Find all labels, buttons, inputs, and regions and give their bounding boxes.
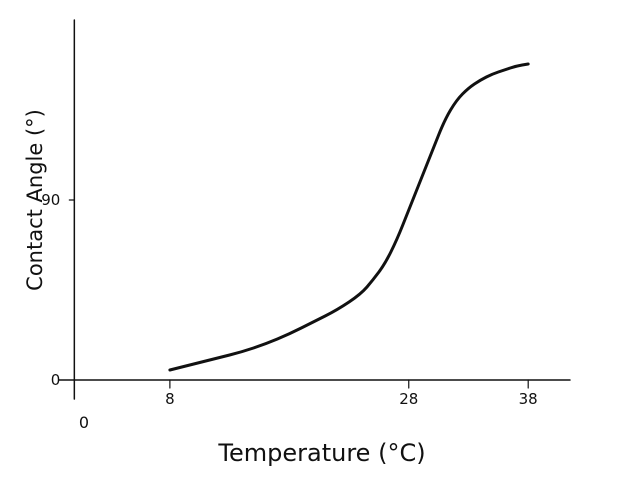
data-point-0-1 — [193, 363, 195, 365]
data-point-0-12 — [408, 209, 410, 211]
data-point-0-4 — [265, 343, 267, 345]
data-point-0-8 — [360, 293, 362, 295]
data-point-0-0 — [169, 369, 171, 371]
series-line-0 — [168, 62, 530, 372]
data-point-0-5 — [288, 333, 290, 335]
data-point-0-22 — [527, 63, 529, 65]
data-point-0-10 — [384, 263, 386, 265]
data-point-0-19 — [491, 73, 493, 75]
data-point-0-21 — [515, 65, 517, 67]
data-point-0-7 — [336, 309, 338, 311]
data-point-0-11 — [396, 239, 398, 241]
data-point-0-16 — [456, 99, 458, 101]
data-point-0-15 — [444, 119, 446, 121]
y-axis-label: Contact Angle (°) — [23, 109, 47, 291]
x-origin-label: 0 — [79, 413, 89, 432]
x-tick-label-2: 38 — [519, 390, 538, 408]
y-tick-label-1: 90 — [41, 191, 60, 209]
y-axis-label-group: Contact Angle (°) — [23, 109, 47, 291]
data-point-0-13 — [420, 179, 422, 181]
x-tick-label-0: 8 — [165, 390, 175, 408]
x-axis-label: Temperature (°C) — [217, 439, 425, 467]
data-point-0-3 — [241, 351, 243, 353]
data-point-0-14 — [432, 149, 434, 151]
data-point-0-20 — [503, 69, 505, 71]
data-point-0-6 — [312, 321, 314, 323]
data-point-0-9 — [372, 279, 374, 281]
y-tick-label-0: 0 — [51, 371, 61, 389]
data-point-0-2 — [217, 357, 219, 359]
data-point-0-17 — [468, 87, 470, 89]
data-point-0-18 — [480, 79, 482, 81]
x-tick-label-1: 28 — [399, 390, 418, 408]
